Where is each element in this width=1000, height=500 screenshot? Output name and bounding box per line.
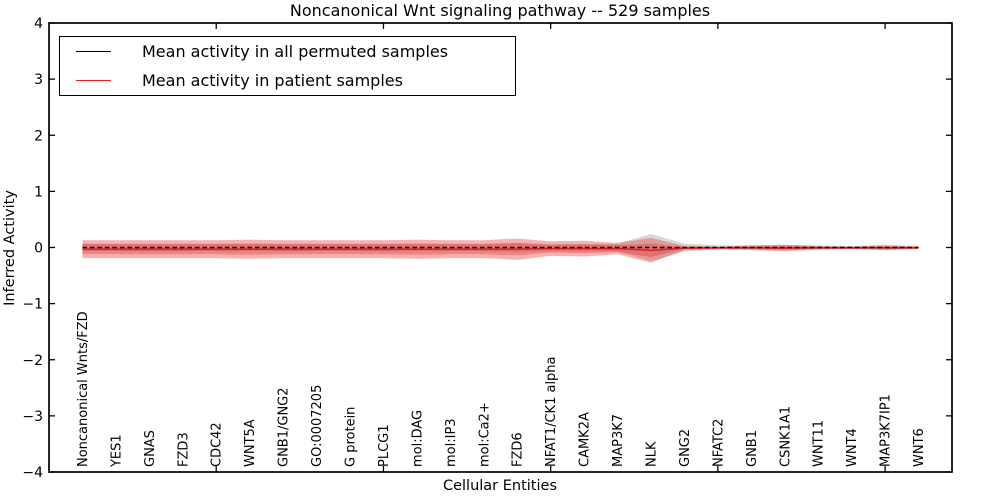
x-tick-label: GNB1/GNG2 (277, 387, 292, 467)
x-tick-label: NLK (645, 441, 660, 467)
patient-sample-spread-outer-band (82, 237, 919, 263)
x-tick-label: WNT5A (243, 419, 258, 467)
legend-item-permuted: Mean activity in all permuted samples (60, 38, 515, 65)
y-tick-label: −4 (22, 465, 43, 481)
x-tick-label: G protein (344, 407, 359, 467)
y-tick-label: 0 (34, 241, 43, 257)
legend-label: Mean activity in all permuted samples (142, 42, 449, 62)
x-tick-label: CDC42 (210, 422, 225, 467)
x-tick-label: GNB1 (745, 430, 760, 467)
x-tick-label: GO:0007205 (310, 385, 325, 467)
x-tick-label: FZD6 (511, 432, 526, 467)
legend-item-patient: Mean activity in patient samples (60, 67, 515, 94)
x-tick-label: mol:IP3 (444, 418, 459, 467)
x-tick-label: MAP3K7 (611, 414, 626, 467)
x-tick-label: PLCG1 (377, 424, 392, 467)
x-axis-label: Cellular Entities (442, 478, 558, 494)
patient-sample-spread-inner-band (82, 243, 919, 258)
patient-mean-line (82, 246, 919, 252)
x-tick-label: CSNK1A1 (778, 406, 793, 467)
legend: Mean activity in all permuted samples Me… (59, 36, 516, 96)
y-tick-label: 3 (34, 72, 43, 88)
x-tick-label: mol:DAG (410, 410, 425, 467)
permuted-sample-spread-band (82, 234, 919, 261)
y-tick-label: −3 (22, 409, 43, 425)
x-tick-label: mol:Ca2+ (477, 402, 492, 467)
x-tick-label: FZD3 (176, 432, 191, 467)
x-tick-label: NFATC2 (711, 419, 726, 467)
x-tick-label: WNT4 (845, 428, 860, 467)
x-tick-label: NFAT1/CK1 alpha (544, 356, 559, 467)
y-tick-label: −2 (22, 353, 43, 369)
x-tick-label: MAP3K7IP1 (879, 394, 894, 467)
x-tick-label: WNT6 (912, 428, 927, 467)
x-tick-label: CAMK2A (578, 412, 593, 467)
y-tick-label: −1 (22, 297, 43, 313)
y-tick-label: 4 (34, 16, 43, 32)
x-tick-label: Noncanonical Wnts/FZD (76, 311, 91, 467)
patient-line-swatch (76, 79, 111, 81)
permuted-line-swatch (76, 51, 111, 53)
chart-title: Noncanonical Wnt signaling pathway -- 52… (289, 1, 711, 20)
x-tick-label: YES1 (109, 434, 124, 468)
x-tick-label: GNAS (143, 430, 158, 467)
legend-label: Mean activity in patient samples (142, 70, 403, 90)
y-tick-label: 1 (34, 184, 43, 200)
x-tick-label: WNT11 (812, 420, 827, 467)
y-tick-label: 2 (34, 128, 43, 144)
x-tick-label: GNG2 (678, 429, 693, 467)
